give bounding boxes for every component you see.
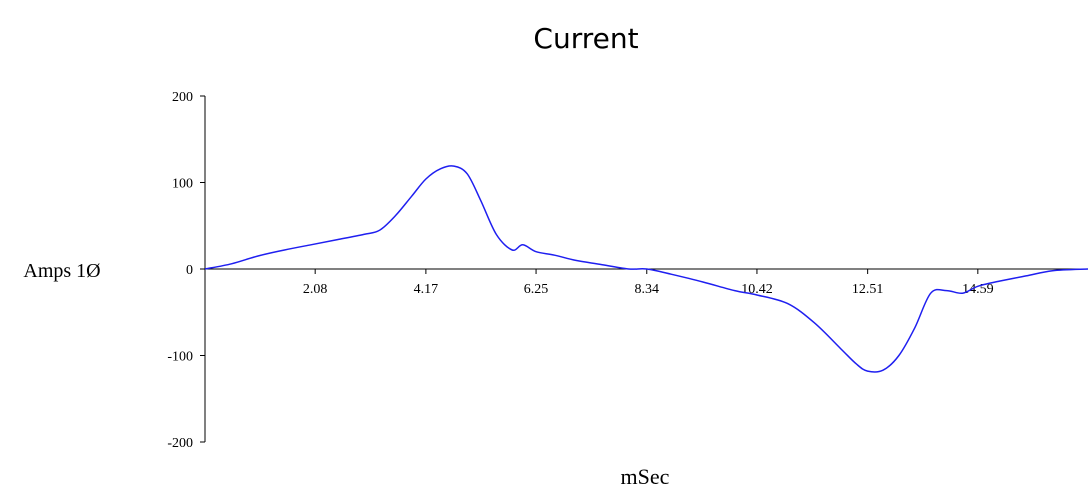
x-tick-label: 12.51 [852, 282, 884, 297]
x-ticks: 2.08 4.17 6.25 8.34 10.42 12.51 14.59 [303, 269, 994, 297]
x-tick-label: 14.59 [962, 282, 994, 297]
y-tick-label: 200 [172, 90, 193, 105]
x-tick-label: 4.17 [414, 282, 439, 297]
x-tick-label: 6.25 [524, 282, 549, 297]
y-tick-label: -100 [167, 350, 193, 365]
x-tick-label: 8.34 [635, 282, 660, 297]
y-tick-label: -200 [167, 436, 193, 451]
y-ticks: 200 100 0 -100 -200 [167, 90, 205, 451]
y-axis-label: Amps 1Ø [23, 260, 100, 282]
chart-title: Current [533, 22, 638, 55]
series-line [204, 165, 1089, 373]
y-tick-label: 0 [186, 263, 193, 278]
y-tick-label: 100 [172, 177, 193, 192]
x-tick-label: 2.08 [303, 282, 328, 297]
x-axis-label: mSec [621, 464, 670, 489]
